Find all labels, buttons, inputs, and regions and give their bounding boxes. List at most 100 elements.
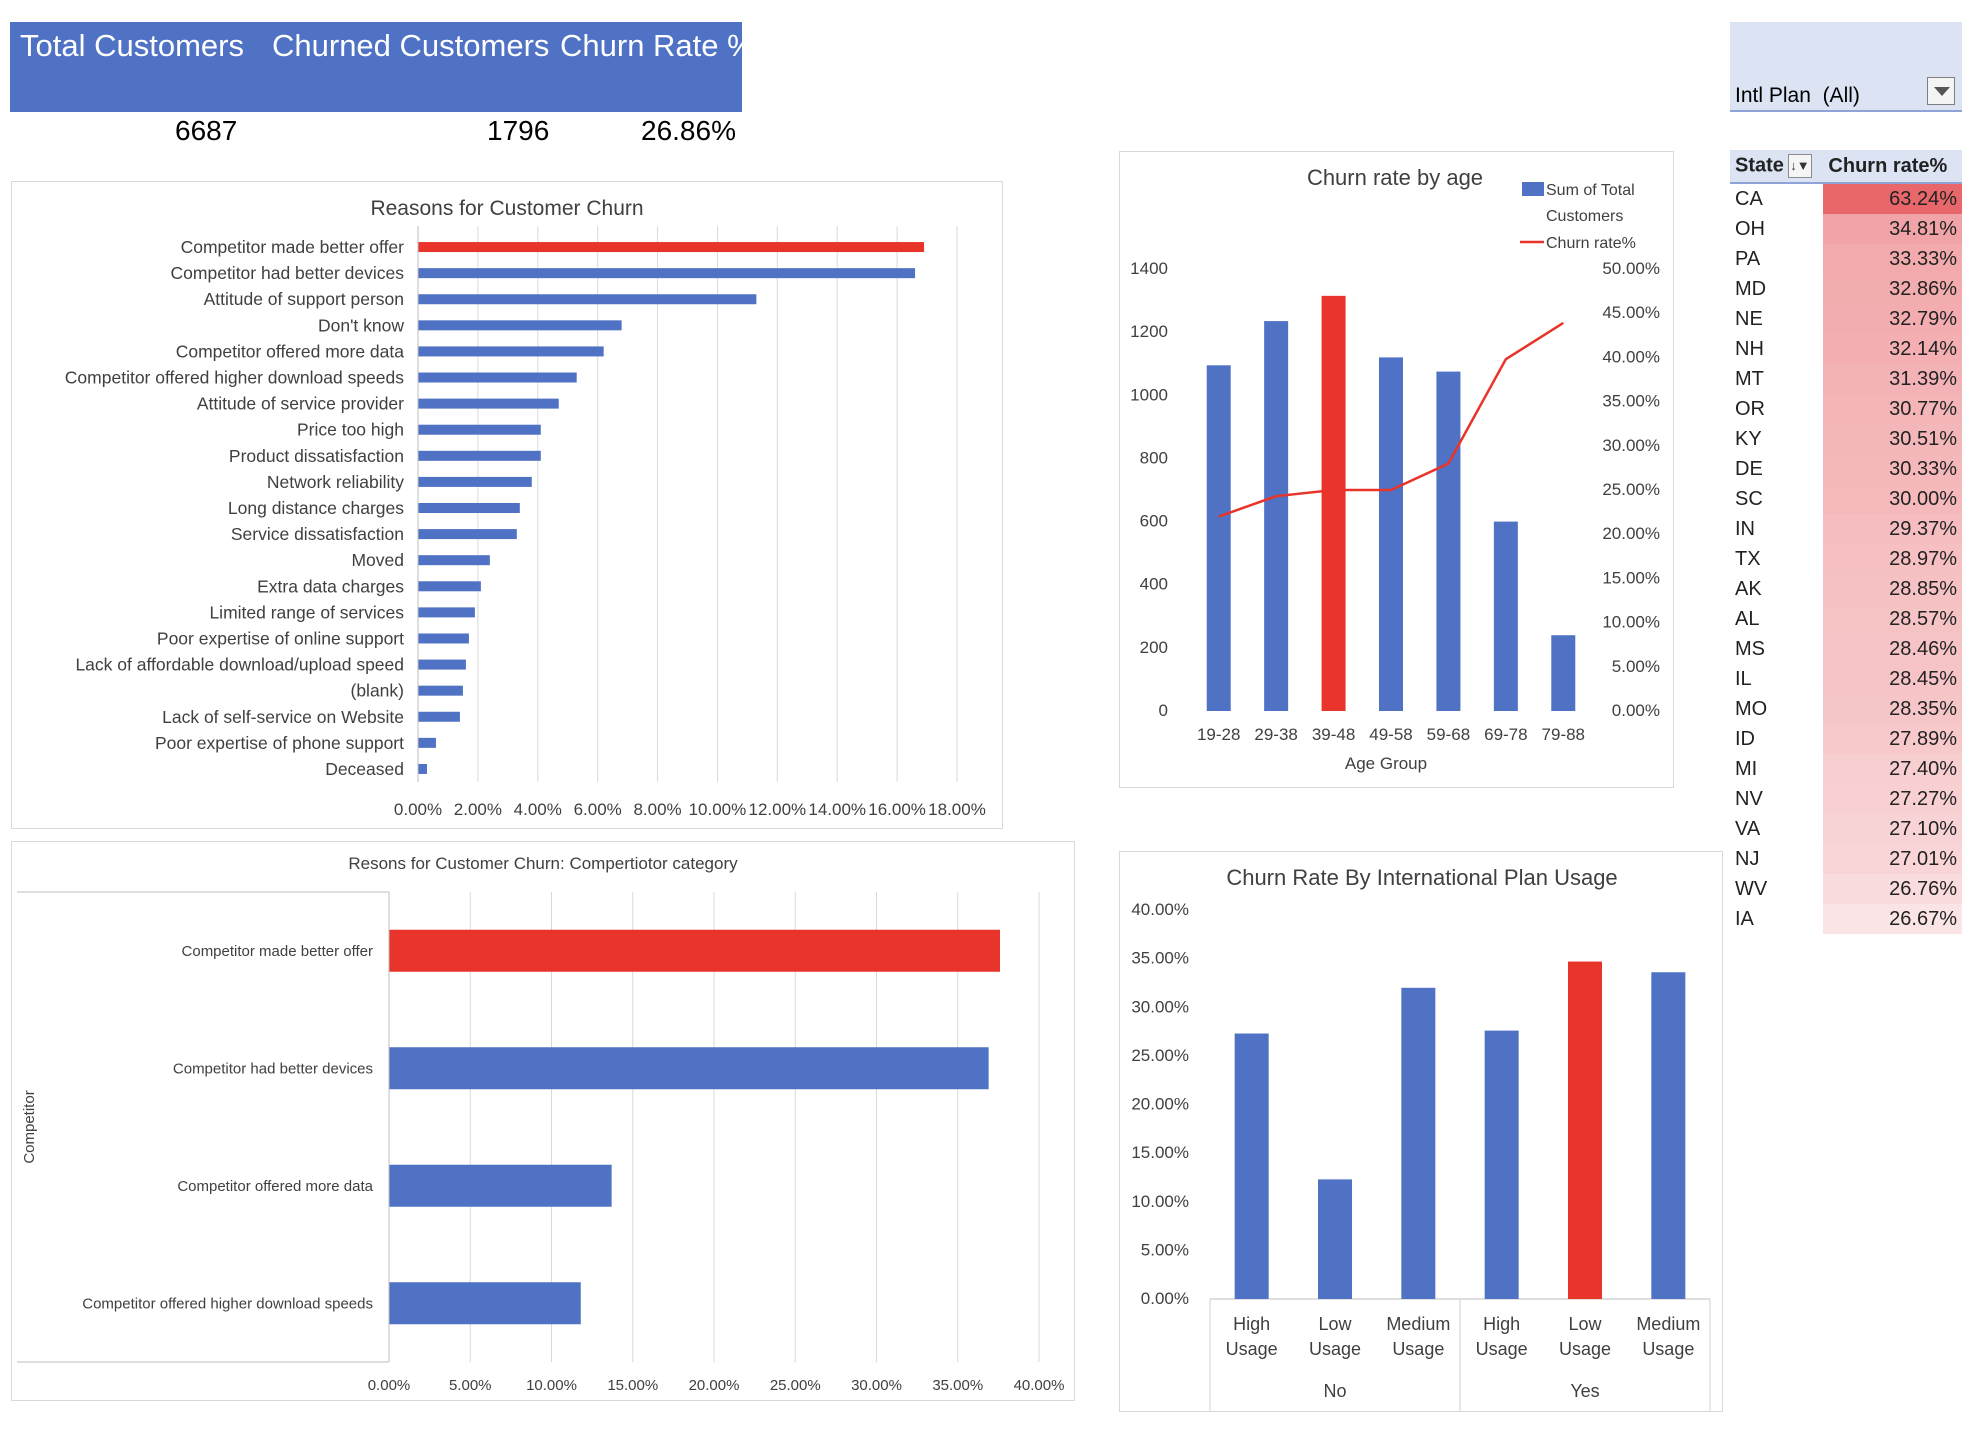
category-label: Limited range of services (209, 602, 404, 622)
pivot-row: NE 32.79% (1730, 304, 1962, 334)
y2-tick-label: 50.00% (1602, 259, 1660, 278)
x-tick-label: 39-48 (1312, 725, 1355, 744)
pivot-body: CA 63.24% OH 34.81% PA 33.33% MD 32.86% NE 32.79%… (1730, 183, 1962, 934)
bar (1493, 521, 1518, 711)
x-tick-label: Low (1568, 1314, 1602, 1334)
y-tick-label: 5.00% (1141, 1240, 1189, 1259)
filter-dropdown-icon[interactable] (1927, 77, 1955, 105)
state-churn-pivot-table: State ↓▼ Churn rate% CA 63.24% OH 34.81% PA 33… (1730, 150, 1962, 934)
churn-rate-cell: 63.24% (1823, 183, 1962, 214)
chart-title: Resons for Customer Churn: Compertiotor … (348, 854, 738, 873)
y2-tick-label: 30.00% (1602, 436, 1660, 455)
category-label: Attitude of support person (204, 289, 404, 309)
bar (389, 929, 1000, 972)
state-cell: NV (1735, 787, 1763, 810)
y-tick-label: 15.00% (1131, 1143, 1189, 1162)
x-tick-label: 8.00% (633, 800, 681, 819)
bar (418, 398, 559, 409)
churn-rate-cell: 32.86% (1823, 274, 1962, 304)
pivot-row: IA 26.67% (1730, 904, 1962, 934)
pivot-row: AL 28.57% (1730, 604, 1962, 634)
category-label: Lack of affordable download/upload speed (75, 655, 404, 675)
y-tick-label: 200 (1140, 638, 1168, 657)
category-label: Competitor offered higher download speed… (65, 368, 404, 388)
churn-rate-column-header[interactable]: Churn rate% (1823, 150, 1962, 184)
churn-rate-cell: 32.79% (1823, 304, 1962, 334)
bar (1436, 371, 1461, 711)
pivot-row: OH 34.81% (1730, 214, 1962, 244)
churn-rate-cell: 28.57% (1823, 604, 1962, 634)
category-label: Competitor offered more data (176, 341, 405, 361)
state-cell: MS (1735, 637, 1765, 660)
category-label: Long distance charges (228, 498, 404, 518)
churn-rate-cell: 30.33% (1823, 454, 1962, 484)
bar (1234, 1033, 1269, 1299)
pivot-row: NV 27.27% (1730, 784, 1962, 814)
y-axis-label: Competitor (21, 1090, 38, 1163)
bar (418, 372, 577, 383)
chart-title: Reasons for Customer Churn (370, 197, 643, 220)
intl-plan-filter[interactable]: Intl Plan (All) (1730, 22, 1962, 112)
category-label: Deceased (325, 759, 404, 779)
pivot-row: VA 27.10% (1730, 814, 1962, 844)
state-header-label: State (1735, 154, 1784, 177)
pivot-row: CA 63.24% (1730, 183, 1962, 214)
bar (1379, 357, 1403, 711)
y-tick-label: 1400 (1130, 259, 1168, 278)
group-label: Yes (1570, 1381, 1599, 1401)
x-tick-label: High (1233, 1314, 1270, 1334)
y-tick-label: 1000 (1130, 385, 1168, 404)
x-tick-label: Low (1318, 1314, 1352, 1334)
category-label: Extra data charges (257, 576, 404, 596)
category-label: Poor expertise of phone support (155, 733, 404, 753)
churn-rate-value: 26.86% (641, 115, 736, 146)
group-label: No (1323, 1381, 1346, 1401)
state-cell: ID (1735, 727, 1755, 750)
y2-tick-label: 40.00% (1602, 347, 1660, 366)
pivot-row: MI 27.40% (1730, 754, 1962, 784)
legend-bar-label: Sum of Total (1546, 182, 1635, 199)
pivot-row: SC 30.00% (1730, 484, 1962, 514)
state-cell: TX (1735, 547, 1761, 570)
pivot-row: WV 26.76% (1730, 874, 1962, 904)
x-tick-label: 15.00% (607, 1377, 658, 1394)
bar (1206, 365, 1231, 711)
state-column-header[interactable]: State ↓▼ (1730, 150, 1824, 184)
category-label: Competitor made better offer (181, 237, 405, 257)
category-label: Network reliability (267, 472, 404, 492)
churn-rate-cell: 27.10% (1823, 814, 1962, 844)
y2-tick-label: 10.00% (1602, 613, 1660, 632)
bar (1568, 961, 1602, 1299)
pivot-row: MS 28.46% (1730, 634, 1962, 664)
category-label: Don't know (318, 315, 404, 335)
churned-customers-label: Churned Customers (272, 28, 550, 63)
x-tick-label: 2.00% (454, 800, 502, 819)
churn-rate-cell: 27.27% (1823, 784, 1962, 814)
state-cell: OH (1735, 217, 1765, 240)
bar (418, 555, 490, 566)
state-cell: AL (1735, 607, 1760, 630)
x-tick-label: Usage (1642, 1339, 1694, 1359)
pivot-row: IL 28.45% (1730, 664, 1962, 694)
x-tick-label: Usage (1226, 1339, 1278, 1359)
legend-line-label: Churn rate% (1546, 235, 1636, 252)
x-tick-label: High (1483, 1314, 1520, 1334)
competitor-chart-svg: Resons for Customer Churn: Compertiotor … (17, 854, 1064, 1394)
x-tick-label: 12.00% (748, 800, 806, 819)
state-cell: OR (1735, 397, 1765, 420)
sort-filter-icon[interactable]: ↓▼ (1787, 154, 1812, 178)
legend-bar-swatch (1522, 182, 1544, 196)
category-label: Moved (351, 550, 404, 570)
bar (418, 476, 532, 487)
x-tick-label: 10.00% (526, 1377, 577, 1394)
churn-rate-line (1218, 321, 1564, 518)
state-cell: MD (1735, 277, 1767, 300)
y-tick-label: 600 (1140, 512, 1168, 531)
kpi-header-bar (10, 22, 742, 112)
x-tick-label: Medium (1636, 1314, 1700, 1334)
y2-tick-label: 35.00% (1602, 392, 1660, 411)
y2-tick-label: 20.00% (1602, 524, 1660, 543)
churn-rate-cell: 34.81% (1823, 214, 1962, 244)
bar (418, 737, 436, 748)
x-tick-label: 59-68 (1427, 725, 1470, 744)
